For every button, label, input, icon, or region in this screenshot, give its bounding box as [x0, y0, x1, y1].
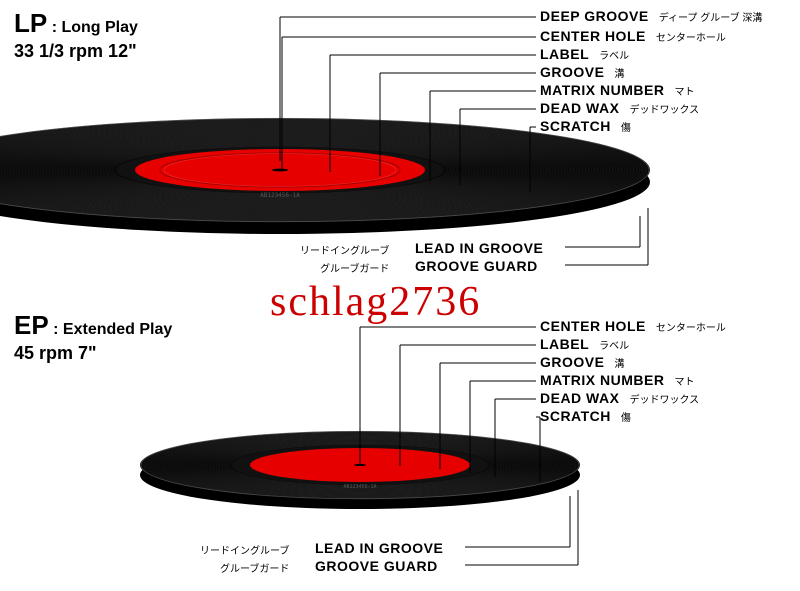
- lp-record: AB123456-1A: [0, 118, 650, 234]
- anatomy-label: MATRIX NUMBER マト: [540, 372, 694, 388]
- label-jp: 傷: [621, 119, 631, 134]
- label-en: GROOVE GUARD: [415, 258, 538, 274]
- label-jp: デッドワックス: [629, 391, 699, 406]
- label-en: DEAD WAX: [540, 390, 619, 406]
- anatomy-label-jp: グルーブガード: [320, 260, 389, 275]
- label-jp: マト: [674, 373, 694, 388]
- label-en: DEEP GROOVE: [540, 8, 649, 24]
- label-jp: グルーブガード: [320, 260, 389, 275]
- label-jp: グルーブガード: [220, 560, 289, 575]
- label-en: DEAD WAX: [540, 100, 619, 116]
- anatomy-label: CENTER HOLE センターホール: [540, 28, 726, 44]
- anatomy-label: LABEL ラベル: [540, 336, 629, 352]
- anatomy-label: LEAD IN GROOVE: [415, 240, 543, 256]
- anatomy-label: CENTER HOLE センターホール: [540, 318, 726, 334]
- label-en: LABEL: [540, 336, 589, 352]
- label-jp: センターホール: [656, 29, 726, 44]
- anatomy-label: DEAD WAX デッドワックス: [540, 390, 699, 406]
- watermark-text: schlag2736: [270, 278, 481, 326]
- label-en: MATRIX NUMBER: [540, 82, 664, 98]
- svg-text:AB123456-1A: AB123456-1A: [260, 192, 300, 199]
- anatomy-label: GROOVE GUARD: [315, 558, 438, 574]
- label-en: SCRATCH: [540, 118, 611, 134]
- anatomy-label: SCRATCH 傷: [540, 118, 631, 134]
- label-jp: ラベル: [599, 47, 629, 62]
- label-jp: リードイングルーブ: [200, 542, 289, 557]
- anatomy-label: MATRIX NUMBER マト: [540, 82, 694, 98]
- label-jp: リードイングルーブ: [300, 242, 389, 257]
- label-jp: 傷: [621, 409, 631, 424]
- label-jp: ディープ グルーブ 深溝: [659, 9, 763, 24]
- label-en: SCRATCH: [540, 408, 611, 424]
- label-en: GROOVE: [540, 354, 604, 370]
- label-en: GROOVE GUARD: [315, 558, 438, 574]
- label-en: LABEL: [540, 46, 589, 62]
- anatomy-label: SCRATCH 傷: [540, 408, 631, 424]
- label-en: GROOVE: [540, 64, 604, 80]
- label-en: LEAD IN GROOVE: [415, 240, 543, 256]
- anatomy-label: LABEL ラベル: [540, 46, 629, 62]
- anatomy-label: LEAD IN GROOVE: [315, 540, 443, 556]
- anatomy-label: GROOVE 溝: [540, 354, 624, 370]
- label-en: LEAD IN GROOVE: [315, 540, 443, 556]
- label-jp: センターホール: [656, 319, 726, 334]
- label-jp: 溝: [614, 355, 624, 370]
- label-jp: デッドワックス: [629, 101, 699, 116]
- anatomy-label: GROOVE GUARD: [415, 258, 538, 274]
- anatomy-label: DEAD WAX デッドワックス: [540, 100, 699, 116]
- anatomy-label-jp: リードイングルーブ: [200, 542, 289, 557]
- label-en: CENTER HOLE: [540, 318, 646, 334]
- anatomy-label: GROOVE 溝: [540, 64, 624, 80]
- svg-text:AB123456-1A: AB123456-1A: [343, 484, 376, 490]
- anatomy-label-jp: リードイングルーブ: [300, 242, 389, 257]
- label-jp: ラベル: [599, 337, 629, 352]
- label-jp: 溝: [614, 65, 624, 80]
- anatomy-label: DEEP GROOVE ディープ グルーブ 深溝: [540, 8, 762, 24]
- label-jp: マト: [674, 83, 694, 98]
- anatomy-label-jp: グルーブガード: [220, 560, 289, 575]
- label-en: CENTER HOLE: [540, 28, 646, 44]
- label-en: MATRIX NUMBER: [540, 372, 664, 388]
